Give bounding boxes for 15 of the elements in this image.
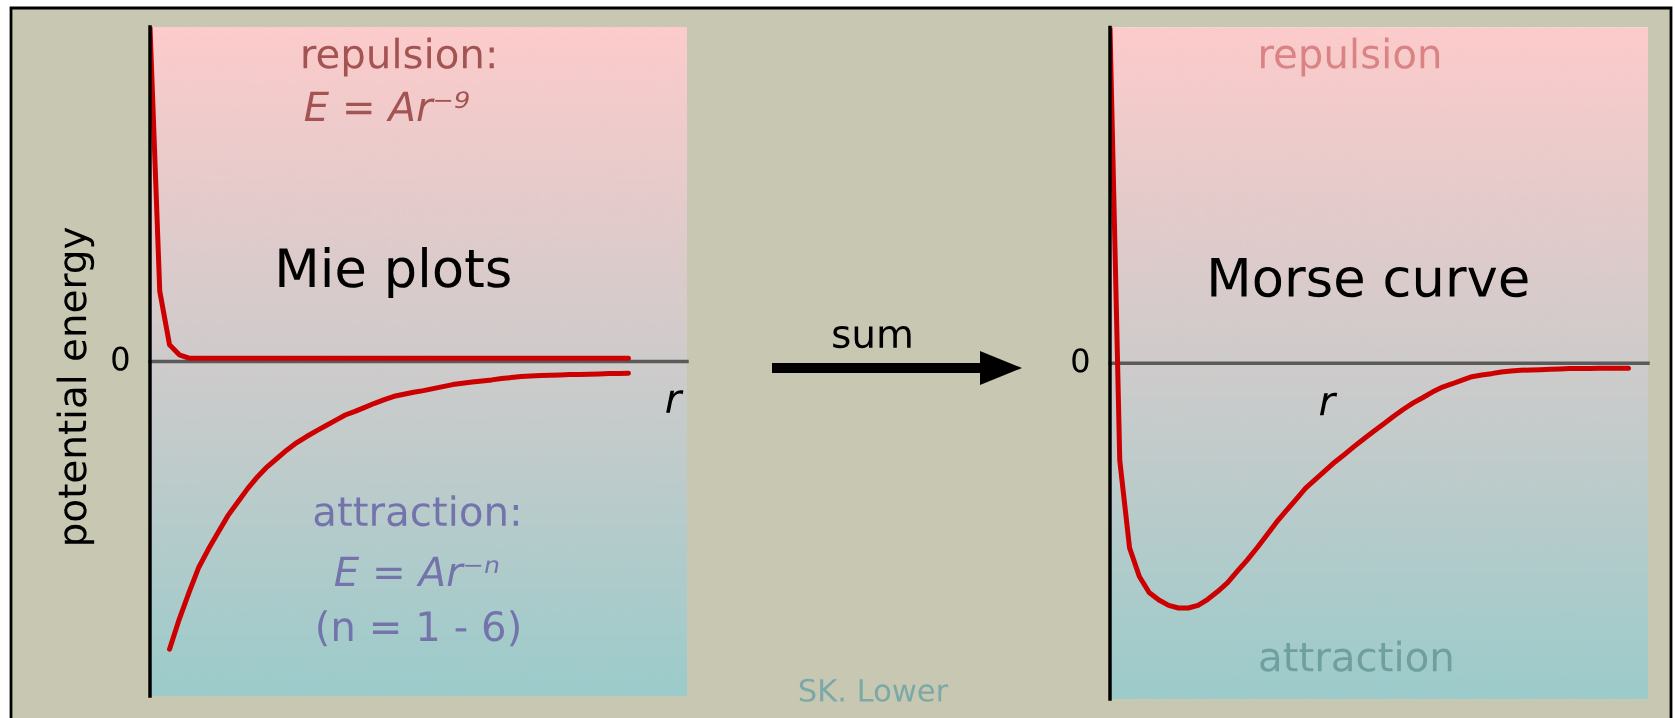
annotation: (n = 1 - 6) (318, 610, 519, 647)
text: Mie plots (279, 246, 510, 299)
annotation: repulsion: (303, 37, 494, 77)
annotation: E = Ar⁻⁹ (304, 91, 469, 122)
text: SK. Lower (799, 678, 949, 702)
x-axis-title: r (666, 390, 684, 413)
annotation: attraction: (314, 495, 518, 527)
y-axis-title: potential energy (56, 227, 95, 544)
text: Morse curve (1211, 258, 1528, 298)
text: 0 (1072, 348, 1089, 373)
text: sum (833, 325, 911, 349)
x-axis-title: r (1319, 392, 1338, 416)
annotation: repulsion (1261, 37, 1440, 77)
annotation: E = Ar⁻ⁿ (334, 556, 499, 587)
text: 0 (112, 346, 129, 371)
